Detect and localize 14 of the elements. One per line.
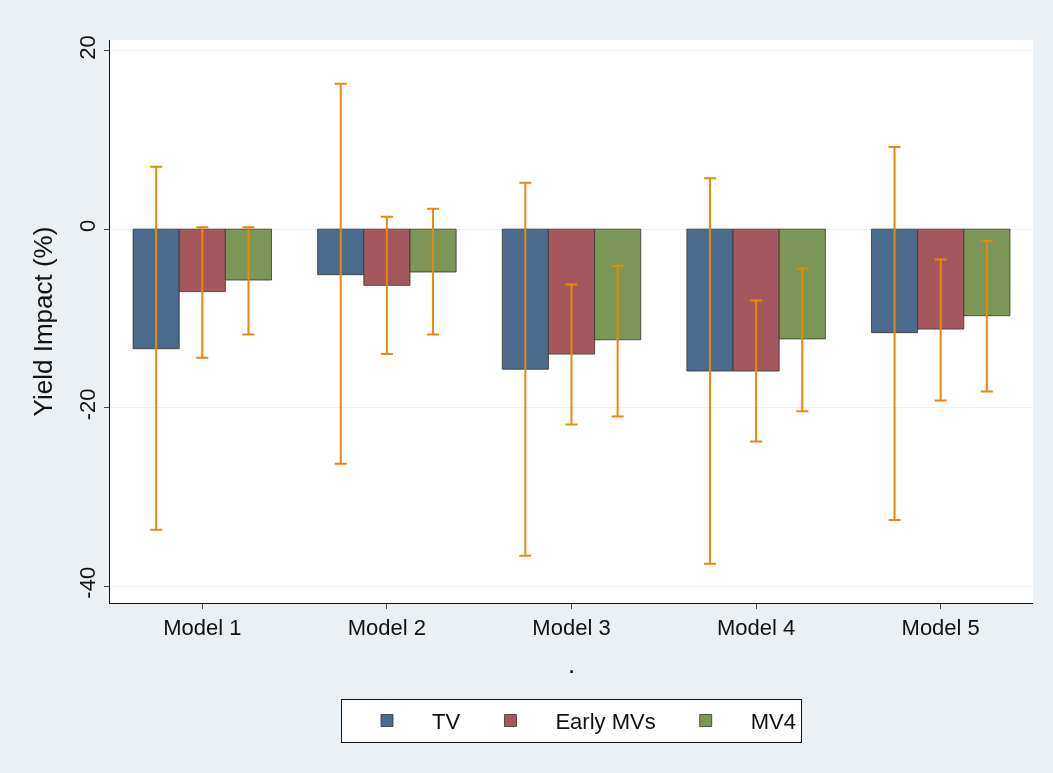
y-tick-label: -20 bbox=[75, 388, 101, 421]
x-axis-title: . bbox=[567, 649, 576, 680]
y-axis-title: Yield Impact (%) bbox=[27, 226, 58, 417]
legend-label: MV4 bbox=[750, 709, 796, 735]
legend-label: Early MVs bbox=[555, 709, 656, 735]
x-tick-label: Model 5 bbox=[901, 615, 980, 641]
x-tick-label: Model 2 bbox=[347, 615, 427, 641]
x-tick-label: Model 4 bbox=[716, 615, 796, 641]
x-tick-label: Model 3 bbox=[532, 615, 611, 641]
y-tick-label: 0 bbox=[75, 219, 101, 232]
x-tick-label: Model 1 bbox=[163, 615, 242, 641]
legend-label: TV bbox=[432, 709, 461, 735]
y-tick-label: 20 bbox=[75, 35, 101, 60]
y-tick-label: -40 bbox=[75, 566, 101, 599]
